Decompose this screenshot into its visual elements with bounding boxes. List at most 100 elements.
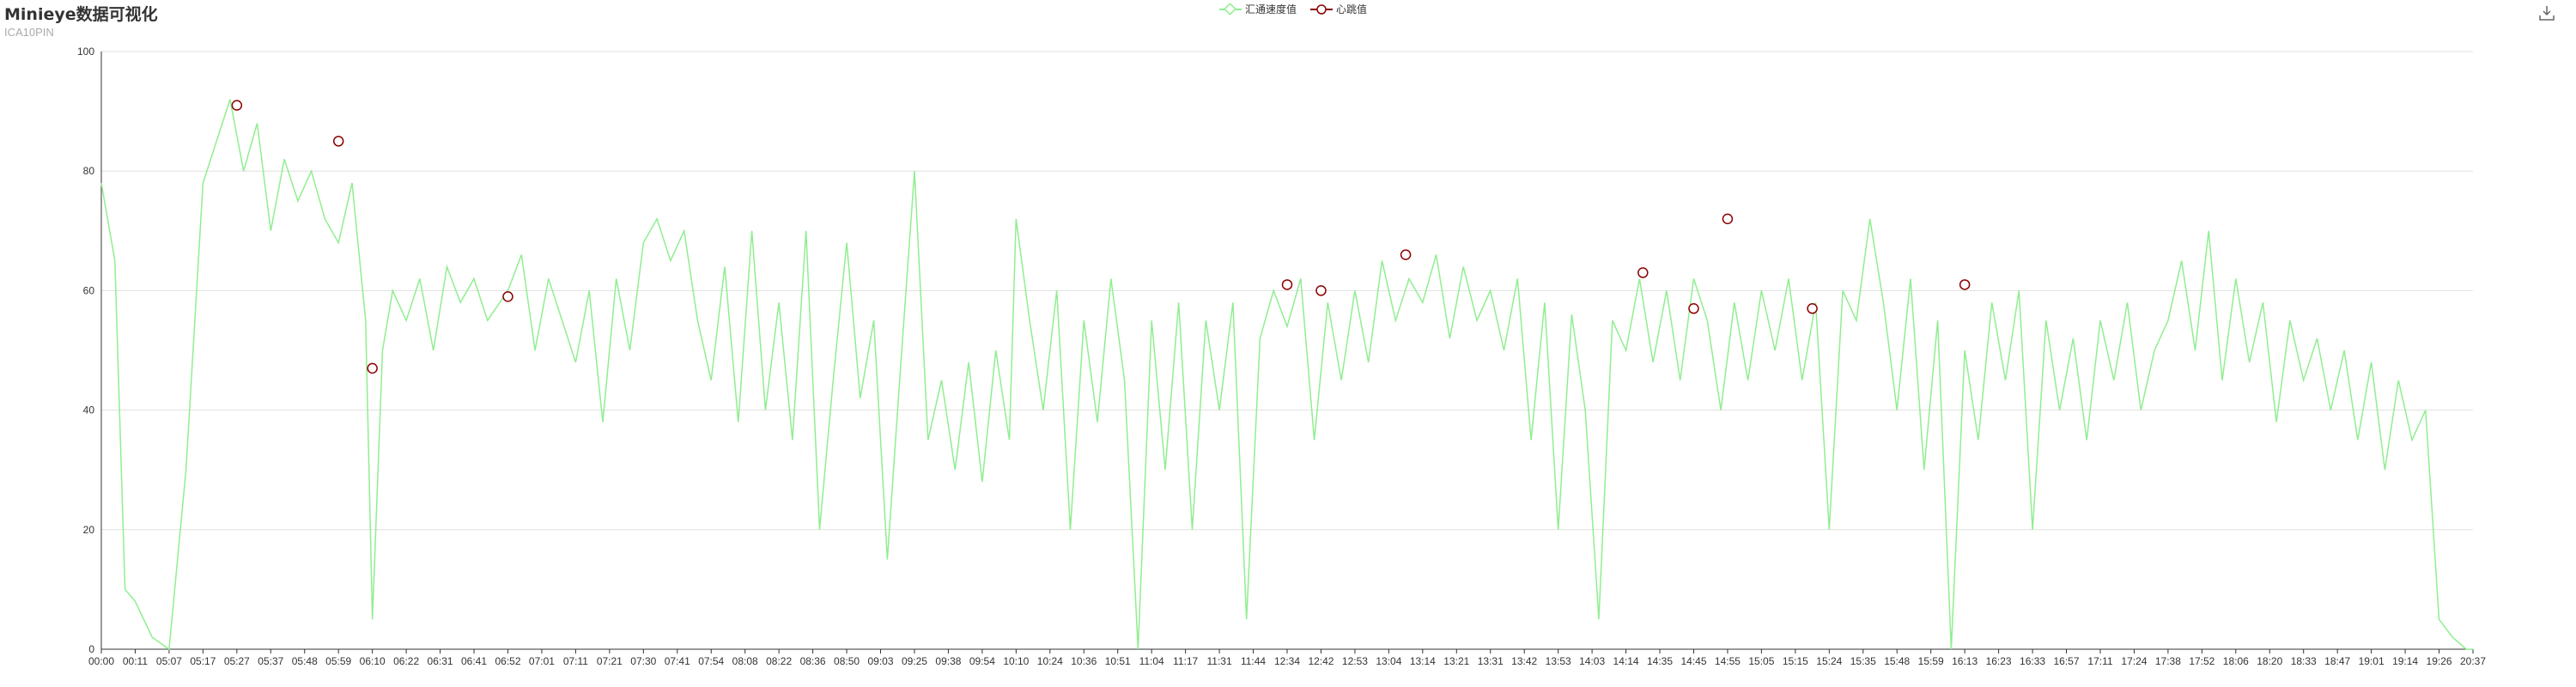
x-tick-label: 06:10 bbox=[360, 655, 386, 667]
y-tick-label: 0 bbox=[88, 643, 94, 655]
heartbeat-point[interactable] bbox=[1315, 285, 1327, 296]
x-tick-label: 07:11 bbox=[563, 655, 588, 667]
x-tick-label: 05:17 bbox=[190, 655, 216, 667]
x-tick-label: 08:36 bbox=[800, 655, 826, 667]
x-tick-label: 00:00 bbox=[88, 655, 114, 667]
x-tick-label: 07:30 bbox=[630, 655, 656, 667]
x-tick-label: 10:36 bbox=[1071, 655, 1097, 667]
x-tick-label: 15:59 bbox=[1918, 655, 1944, 667]
x-tick-label: 08:22 bbox=[766, 655, 792, 667]
x-tick-label: 05:37 bbox=[258, 655, 283, 667]
x-tick-label: 09:03 bbox=[867, 655, 893, 667]
heartbeat-point[interactable] bbox=[1688, 303, 1699, 314]
y-tick-label: 80 bbox=[83, 165, 95, 177]
grid-lines bbox=[101, 51, 2473, 531]
x-tick-label: 12:53 bbox=[1342, 655, 1368, 667]
x-tick-label: 19:14 bbox=[2392, 655, 2418, 667]
x-tick-label: 13:31 bbox=[1478, 655, 1504, 667]
chart-title: Minieye数据可视化 bbox=[4, 5, 158, 24]
x-tick-label: 13:14 bbox=[1410, 655, 1436, 667]
x-tick-label: 19:01 bbox=[2359, 655, 2385, 667]
x-tick-label: 10:51 bbox=[1105, 655, 1131, 667]
diamond-line-icon bbox=[1219, 3, 1242, 15]
x-tick-label: 15:35 bbox=[1850, 655, 1876, 667]
y-tick-label: 40 bbox=[83, 404, 95, 416]
x-tick-label: 11:04 bbox=[1139, 655, 1164, 667]
x-tick-label: 08:08 bbox=[732, 655, 758, 667]
legend-label-speed: 汇通速度值 bbox=[1245, 3, 1297, 15]
x-tick-label: 11:44 bbox=[1241, 655, 1266, 667]
y-tick-label: 20 bbox=[83, 524, 95, 536]
heartbeat-point[interactable] bbox=[1281, 279, 1293, 290]
heartbeat-point[interactable] bbox=[231, 100, 243, 111]
heartbeat-point[interactable] bbox=[332, 136, 344, 147]
x-tick-label: 05:59 bbox=[325, 655, 351, 667]
x-tick-label: 05:07 bbox=[156, 655, 182, 667]
x-tick-label: 16:33 bbox=[2020, 655, 2045, 667]
x-tick-label: 17:52 bbox=[2189, 655, 2215, 667]
x-tick-label: 20:37 bbox=[2460, 655, 2486, 667]
x-tick-label: 07:01 bbox=[529, 655, 555, 667]
x-tick-label: 14:35 bbox=[1647, 655, 1673, 667]
x-tick-label: 08:50 bbox=[834, 655, 860, 667]
x-tick-label: 16:13 bbox=[1952, 655, 1978, 667]
download-icon[interactable] bbox=[2537, 3, 2556, 22]
x-tick-label: 15:15 bbox=[1783, 655, 1808, 667]
x-tick-label: 13:21 bbox=[1443, 655, 1469, 667]
x-tick-label: 05:27 bbox=[224, 655, 250, 667]
x-tick-label: 16:57 bbox=[2053, 655, 2079, 667]
heartbeat-point[interactable] bbox=[1959, 279, 1971, 290]
x-tick-label: 17:38 bbox=[2155, 655, 2181, 667]
x-tick-label: 15:48 bbox=[1884, 655, 1910, 667]
x-tick-label: 18:47 bbox=[2324, 655, 2350, 667]
x-tick-label: 12:34 bbox=[1274, 655, 1300, 667]
x-tick-label: 18:20 bbox=[2257, 655, 2282, 667]
x-tick-label: 13:04 bbox=[1376, 655, 1401, 667]
x-tick-label: 06:22 bbox=[393, 655, 419, 667]
x-tick-label: 18:06 bbox=[2223, 655, 2249, 667]
x-tick-label: 07:41 bbox=[665, 655, 690, 667]
circle-line-icon bbox=[1310, 3, 1334, 15]
heartbeat-point[interactable] bbox=[1722, 213, 1734, 225]
legend: 汇通速度值 心跳值 bbox=[1219, 2, 1367, 16]
x-tick-label: 07:21 bbox=[597, 655, 623, 667]
x-tick-label: 16:23 bbox=[1986, 655, 2012, 667]
x-tick-label: 19:26 bbox=[2427, 655, 2452, 667]
x-tick-label: 10:24 bbox=[1037, 655, 1063, 667]
x-tick-label: 13:53 bbox=[1546, 655, 1571, 667]
heartbeat-point[interactable] bbox=[367, 362, 378, 374]
x-tick-label: 06:52 bbox=[495, 655, 520, 667]
x-tick-label: 12:42 bbox=[1308, 655, 1334, 667]
x-tick-label: 14:45 bbox=[1680, 655, 1706, 667]
axes: 0 20 40 60 80 100 00:00 00:11 05:07 05:17 05:27 05:… bbox=[77, 46, 2486, 667]
x-tick-label: 00:11 bbox=[123, 655, 148, 667]
heartbeat-point[interactable] bbox=[1807, 303, 1818, 314]
y-tick-label: 100 bbox=[77, 46, 94, 58]
x-tick-label: 07:54 bbox=[698, 655, 724, 667]
x-tick-label: 14:03 bbox=[1579, 655, 1605, 667]
legend-label-heartbeat: 心跳值 bbox=[1336, 3, 1368, 15]
series-layer bbox=[100, 99, 2473, 651]
x-tick-label: 05:48 bbox=[292, 655, 318, 667]
heartbeat-point[interactable] bbox=[1400, 249, 1412, 260]
x-tick-label: 11:17 bbox=[1173, 655, 1198, 667]
legend-item-heartbeat[interactable]: 心跳值 bbox=[1310, 2, 1367, 16]
x-tick-label: 14:55 bbox=[1715, 655, 1741, 667]
x-tick-label: 06:41 bbox=[461, 655, 487, 667]
x-tick-label: 15:24 bbox=[1816, 655, 1842, 667]
x-tick-label: 17:11 bbox=[2087, 655, 2112, 667]
x-tick-label: 09:38 bbox=[935, 655, 961, 667]
chart-subtitle: ICA10PIN bbox=[4, 26, 54, 39]
heartbeat-point[interactable] bbox=[1637, 267, 1649, 278]
heartbeat-point[interactable] bbox=[502, 291, 513, 302]
x-tick-label: 17:24 bbox=[2121, 655, 2147, 667]
x-tick-label: 10:10 bbox=[1003, 655, 1029, 667]
x-tick-label: 09:54 bbox=[969, 655, 995, 667]
x-tick-label: 14:14 bbox=[1613, 655, 1639, 667]
x-tick-label: 15:05 bbox=[1748, 655, 1774, 667]
legend-item-speed[interactable]: 汇通速度值 bbox=[1219, 2, 1297, 16]
x-tick-label: 06:31 bbox=[428, 655, 453, 667]
x-tick-label: 09:25 bbox=[902, 655, 927, 667]
x-tick-label: 18:33 bbox=[2291, 655, 2317, 667]
